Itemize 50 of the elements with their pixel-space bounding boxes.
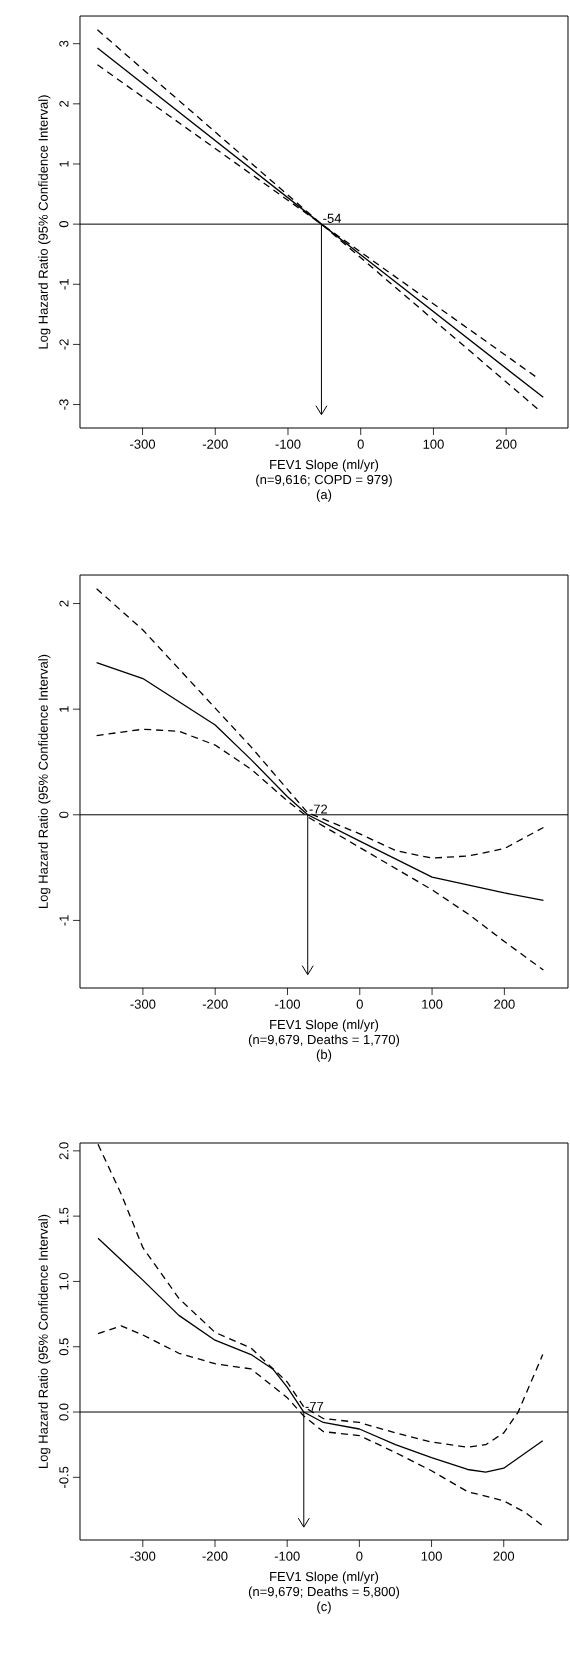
y-tick-label: -2	[59, 339, 69, 350]
y-tick-label: 0.5	[59, 1338, 69, 1356]
text: (c)	[317, 1601, 331, 1614]
annotation: -54	[323, 213, 342, 223]
x-tick-label: -300	[130, 1551, 156, 1561]
y-tick-label: 0	[59, 811, 69, 818]
text: (n=9,679, Deaths = 1,770)	[248, 1034, 400, 1047]
y-tick-label: 0	[59, 221, 69, 228]
text: (n=9,616; COPD = 979)	[256, 474, 392, 487]
y-tick-label: -1	[59, 915, 69, 926]
y-tick-label: 1.0	[59, 1272, 69, 1290]
x-tick-label: -100	[274, 1551, 300, 1561]
y-tick-label: 1	[59, 706, 69, 712]
x-tick-label: 100	[422, 999, 443, 1009]
x-tick-label: -200	[202, 999, 228, 1009]
annotation: -77	[305, 1401, 324, 1411]
y-tick-label: -3	[59, 399, 69, 410]
y-axis-title: Log Hazard Ratio (95% Confidence Interval)	[38, 95, 51, 349]
x-axis-title: FEV1 Slope (ml/yr)	[270, 1571, 379, 1584]
y-tick-label: 2.0	[59, 1142, 69, 1160]
y-tick-label: 0.0	[59, 1403, 69, 1421]
text: (n=9,679; Deaths = 5,800)	[248, 1586, 400, 1599]
y-tick-label: -1	[59, 279, 69, 290]
x-tick-label: -100	[275, 439, 301, 449]
x-axis-title: FEV1 Slope (ml/yr)	[270, 459, 379, 472]
x-tick-label: -300	[130, 999, 156, 1009]
x-tick-label: -200	[202, 1551, 228, 1561]
x-axis-title: FEV1 Slope (ml/yr)	[270, 1019, 379, 1032]
y-axis-title: Log Hazard Ratio (95% Confidence Interval)	[38, 1214, 51, 1468]
x-tick-label: 0	[357, 439, 364, 449]
x-tick-label: -200	[202, 439, 228, 449]
y-tick-label: -0.5	[59, 1466, 69, 1488]
text: (a)	[316, 489, 332, 502]
x-tick-label: 200	[495, 439, 517, 449]
x-tick-label: 100	[421, 1551, 442, 1561]
annotation: -72	[309, 804, 328, 814]
x-tick-label: -300	[130, 439, 156, 449]
y-tick-label: 1.5	[59, 1207, 69, 1225]
x-tick-label: 200	[494, 999, 515, 1009]
y-tick-label: 2	[59, 600, 69, 607]
y-tick-label: 2	[59, 100, 69, 107]
x-tick-label: -100	[275, 999, 300, 1009]
text: (b)	[316, 1049, 332, 1062]
y-axis-title: Log Hazard Ratio (95% Confidence Interval)	[38, 654, 51, 908]
x-tick-label: 0	[356, 999, 363, 1009]
x-tick-label: 200	[493, 1551, 515, 1561]
x-tick-label: 0	[356, 1551, 363, 1561]
y-tick-label: 1	[59, 160, 69, 167]
y-tick-label: 3	[59, 40, 69, 47]
x-tick-label: 100	[423, 439, 444, 449]
